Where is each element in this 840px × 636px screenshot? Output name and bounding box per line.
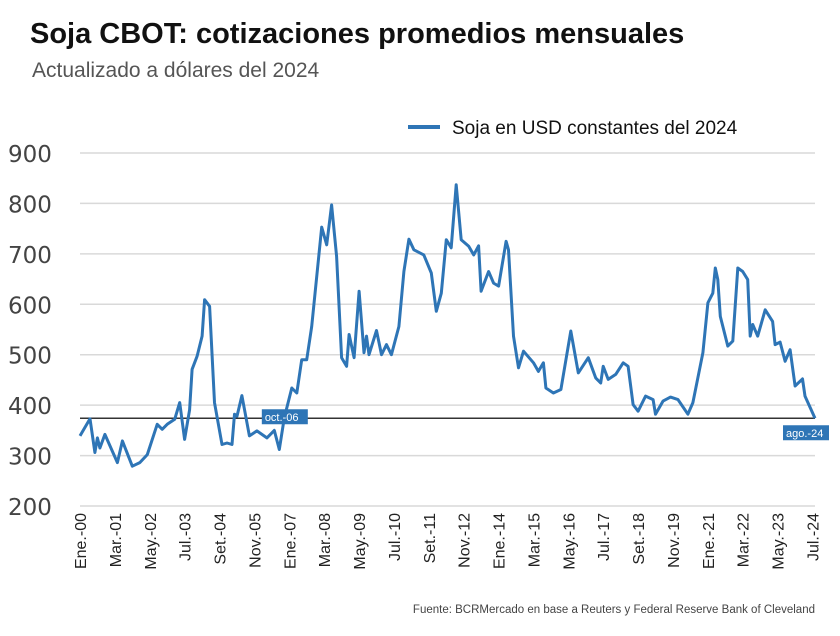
legend-label: Soja en USD constantes del 2024 <box>452 118 738 139</box>
x-tick-label: Mar.-15 <box>526 513 543 567</box>
y-tick-label: 600 <box>8 293 52 319</box>
x-tick-label: Jul.-03 <box>178 513 195 561</box>
annotations: oct.-06 ago.-24 <box>261 409 829 441</box>
y-tick-label: 400 <box>8 394 52 420</box>
chart-title: Soja CBOT: cotizaciones promedios mensua… <box>30 18 684 50</box>
annotation-label: ago.-24 <box>786 428 823 440</box>
x-tick-label: Ene.-21 <box>701 513 718 569</box>
gridlines <box>80 152 815 507</box>
annotation-badge <box>783 425 829 441</box>
y-tick-label: 700 <box>8 243 52 269</box>
legend: Soja en USD constantes del 2024 <box>408 118 738 139</box>
x-tick-label: Jul.-17 <box>596 513 613 561</box>
x-tick-label: Nov.-12 <box>457 513 474 568</box>
annotation-label: oct.-06 <box>265 412 299 424</box>
annotation-badge <box>261 409 308 425</box>
y-tick-label: 800 <box>8 192 52 218</box>
x-tick-label: Mar.-08 <box>317 513 334 567</box>
x-tick-label: Ene.-14 <box>492 513 509 569</box>
x-tick-label: Set.-11 <box>422 513 439 564</box>
x-tick-label: May.-16 <box>561 513 578 570</box>
x-tick-label: Set.-18 <box>631 513 648 565</box>
x-tick-label: Jul.-24 <box>806 513 823 561</box>
x-tick-label: Mar.-01 <box>108 513 125 567</box>
x-tick-label: Ene.-00 <box>73 513 90 569</box>
x-axis: Ene.-00 Mar.-01 May.-02 Jul.-03 Set.-04 Nov.-… <box>73 513 823 570</box>
x-tick-label: Ene.-07 <box>282 513 299 569</box>
x-tick-label: May.-09 <box>352 513 369 570</box>
y-tick-label: 300 <box>8 445 52 471</box>
chart-subtitle: Actualizado a dólares del 2024 <box>32 59 320 82</box>
y-tick-label: 200 <box>8 495 52 521</box>
x-tick-label: May.-02 <box>143 513 160 570</box>
x-tick-label: Mar.-22 <box>736 513 753 567</box>
x-tick-label: Nov.-19 <box>666 513 683 568</box>
y-tick-label: 900 <box>8 142 52 168</box>
x-tick-label: Set.-04 <box>213 513 230 565</box>
x-tick-label: Nov.-05 <box>247 513 264 568</box>
y-tick-label: 500 <box>8 344 52 370</box>
y-axis: 200 300 400 500 600 700 800 900 <box>8 142 52 521</box>
source-note: Fuente: BCRMercado en base a Reuters y F… <box>413 604 815 616</box>
x-tick-label: May.-23 <box>771 513 788 570</box>
x-tick-label: Jul.-10 <box>387 513 404 561</box>
series-line <box>78 183 817 468</box>
